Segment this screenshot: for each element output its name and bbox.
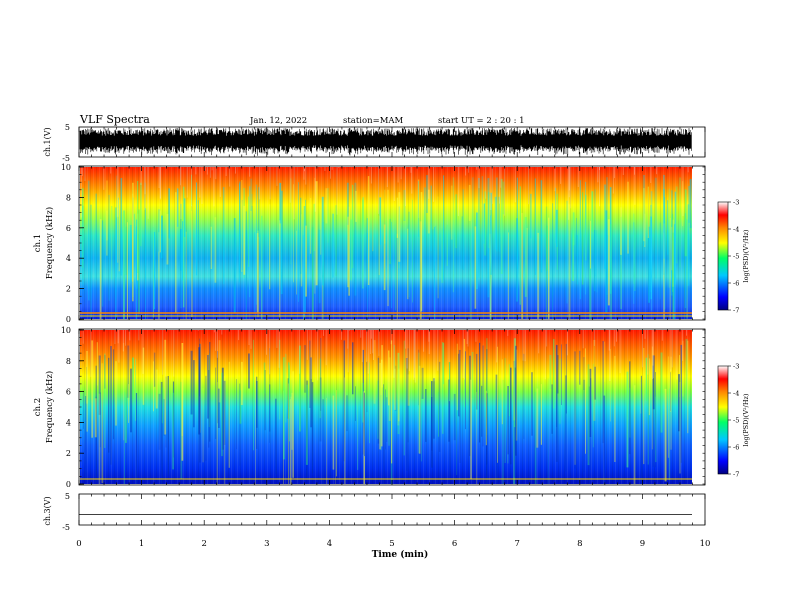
colorbar-tick-label: -5 (733, 253, 739, 261)
time-axis-ticks (78, 127, 706, 525)
ch2-spec-yticks: 0 2 4 6 8 10 (61, 326, 705, 489)
colorbar-tick-label: -3 (733, 363, 739, 371)
time-axis-label: Time (min) (372, 549, 429, 560)
xtick-label: 7 (514, 539, 519, 549)
ytick-label: 2 (66, 285, 71, 294)
colorbar-tick-label: -6 (733, 280, 739, 288)
ytick-label: 10 (61, 163, 71, 172)
ch1-colorbar-ticks: -3 -4 -5 -6 -7 (728, 199, 739, 315)
ch1-ytick-bottom: -5 (62, 154, 70, 163)
xtick-label: 10 (700, 539, 711, 549)
ytick-label: 0 (66, 315, 71, 324)
colorbar-tick-label: -5 (733, 417, 739, 425)
start-time-label: start UT = 2 : 20 : 1 (438, 116, 525, 126)
colorbar-tick-label: -3 (733, 199, 739, 207)
ytick-label: 10 (61, 326, 71, 335)
ch1-waveform-trace (79, 128, 692, 156)
ch1-waveform-panel: 5 -5 ch.1(V) (43, 123, 706, 163)
xtick-label: 5 (389, 539, 394, 549)
ch1-colorbar: -3 -4 -5 -6 -7 log(PSD)(V²/Hz) (717, 199, 750, 315)
ytick-label: 8 (66, 193, 71, 202)
ch1-spec-yticks: 0 2 4 6 8 10 (61, 163, 705, 324)
ch1-spec-ylabel-freq: Frequency (kHz) (44, 207, 55, 279)
colorbar-tick-label: -7 (733, 471, 739, 479)
ch3-waveform-ylabel: ch.3(V) (43, 496, 52, 525)
xtick-label: 1 (139, 539, 144, 549)
ytick-label: 6 (66, 388, 71, 397)
ch2-colorbar-ticks: -3 -4 -5 -6 -7 (728, 363, 739, 479)
ytick-label: 0 (66, 480, 71, 489)
xtick-label: 6 (452, 539, 457, 549)
ch2-colorbar: -3 -4 -5 -6 -7 log(PSD)(V²/Hz) (717, 363, 750, 479)
ch1-colorbar-label: log(PSD)(V²/Hz) (742, 229, 750, 282)
ytick-label: 6 (66, 224, 71, 233)
ch2-colorbar-scale (717, 365, 729, 475)
colorbar-tick-label: -6 (733, 444, 739, 452)
ch1-spec-ylabel-channel: ch.1 (33, 234, 43, 252)
ch1-waveform-path (79, 128, 692, 156)
ch2-colorbar-label: log(PSD)(V²/Hz) (742, 393, 750, 446)
ch1-spectrogram-panel: 0 2 4 6 8 10 ch.1 Frequency (kHz) (33, 163, 706, 324)
station-label: station=MAM (343, 116, 404, 126)
xtick-label: 4 (327, 539, 332, 549)
xtick-label: 8 (577, 539, 582, 549)
ch2-spec-ylabel-channel: ch.2 (33, 398, 43, 416)
ch1-waveform-ylabel: ch.1(V) (43, 127, 52, 156)
ytick-label: 8 (66, 357, 71, 366)
colorbar-tick-label: -4 (733, 390, 739, 398)
date-label: Jan. 12, 2022 (249, 116, 307, 126)
xtick-label: 3 (264, 539, 269, 549)
ch3-ytick-top: 5 (65, 492, 70, 501)
ytick-label: 4 (66, 418, 71, 427)
time-axis-tick-labels: 0 1 2 3 4 5 6 7 8 9 10 (76, 539, 710, 549)
colorbar-tick-label: -4 (733, 226, 739, 234)
ch3-ytick-bottom: -5 (62, 523, 70, 532)
ytick-label: 2 (66, 449, 71, 458)
ch3-waveform-panel: 5 -5 ch.3(V) (43, 492, 706, 532)
figure-title: VLF Spectra (79, 113, 150, 126)
ch2-spectrogram-panel: 0 2 4 6 8 10 ch.2 Frequency (kHz) (33, 326, 706, 489)
ch2-spec-ylabel-freq: Frequency (kHz) (44, 371, 55, 443)
ch1-ytick-top: 5 (65, 123, 70, 132)
ytick-label: 4 (66, 254, 71, 263)
xtick-label: 0 (76, 539, 81, 549)
xtick-label: 9 (640, 539, 645, 549)
xtick-label: 2 (201, 539, 206, 549)
ch1-colorbar-scale (717, 201, 729, 311)
colorbar-tick-label: -7 (733, 307, 739, 315)
